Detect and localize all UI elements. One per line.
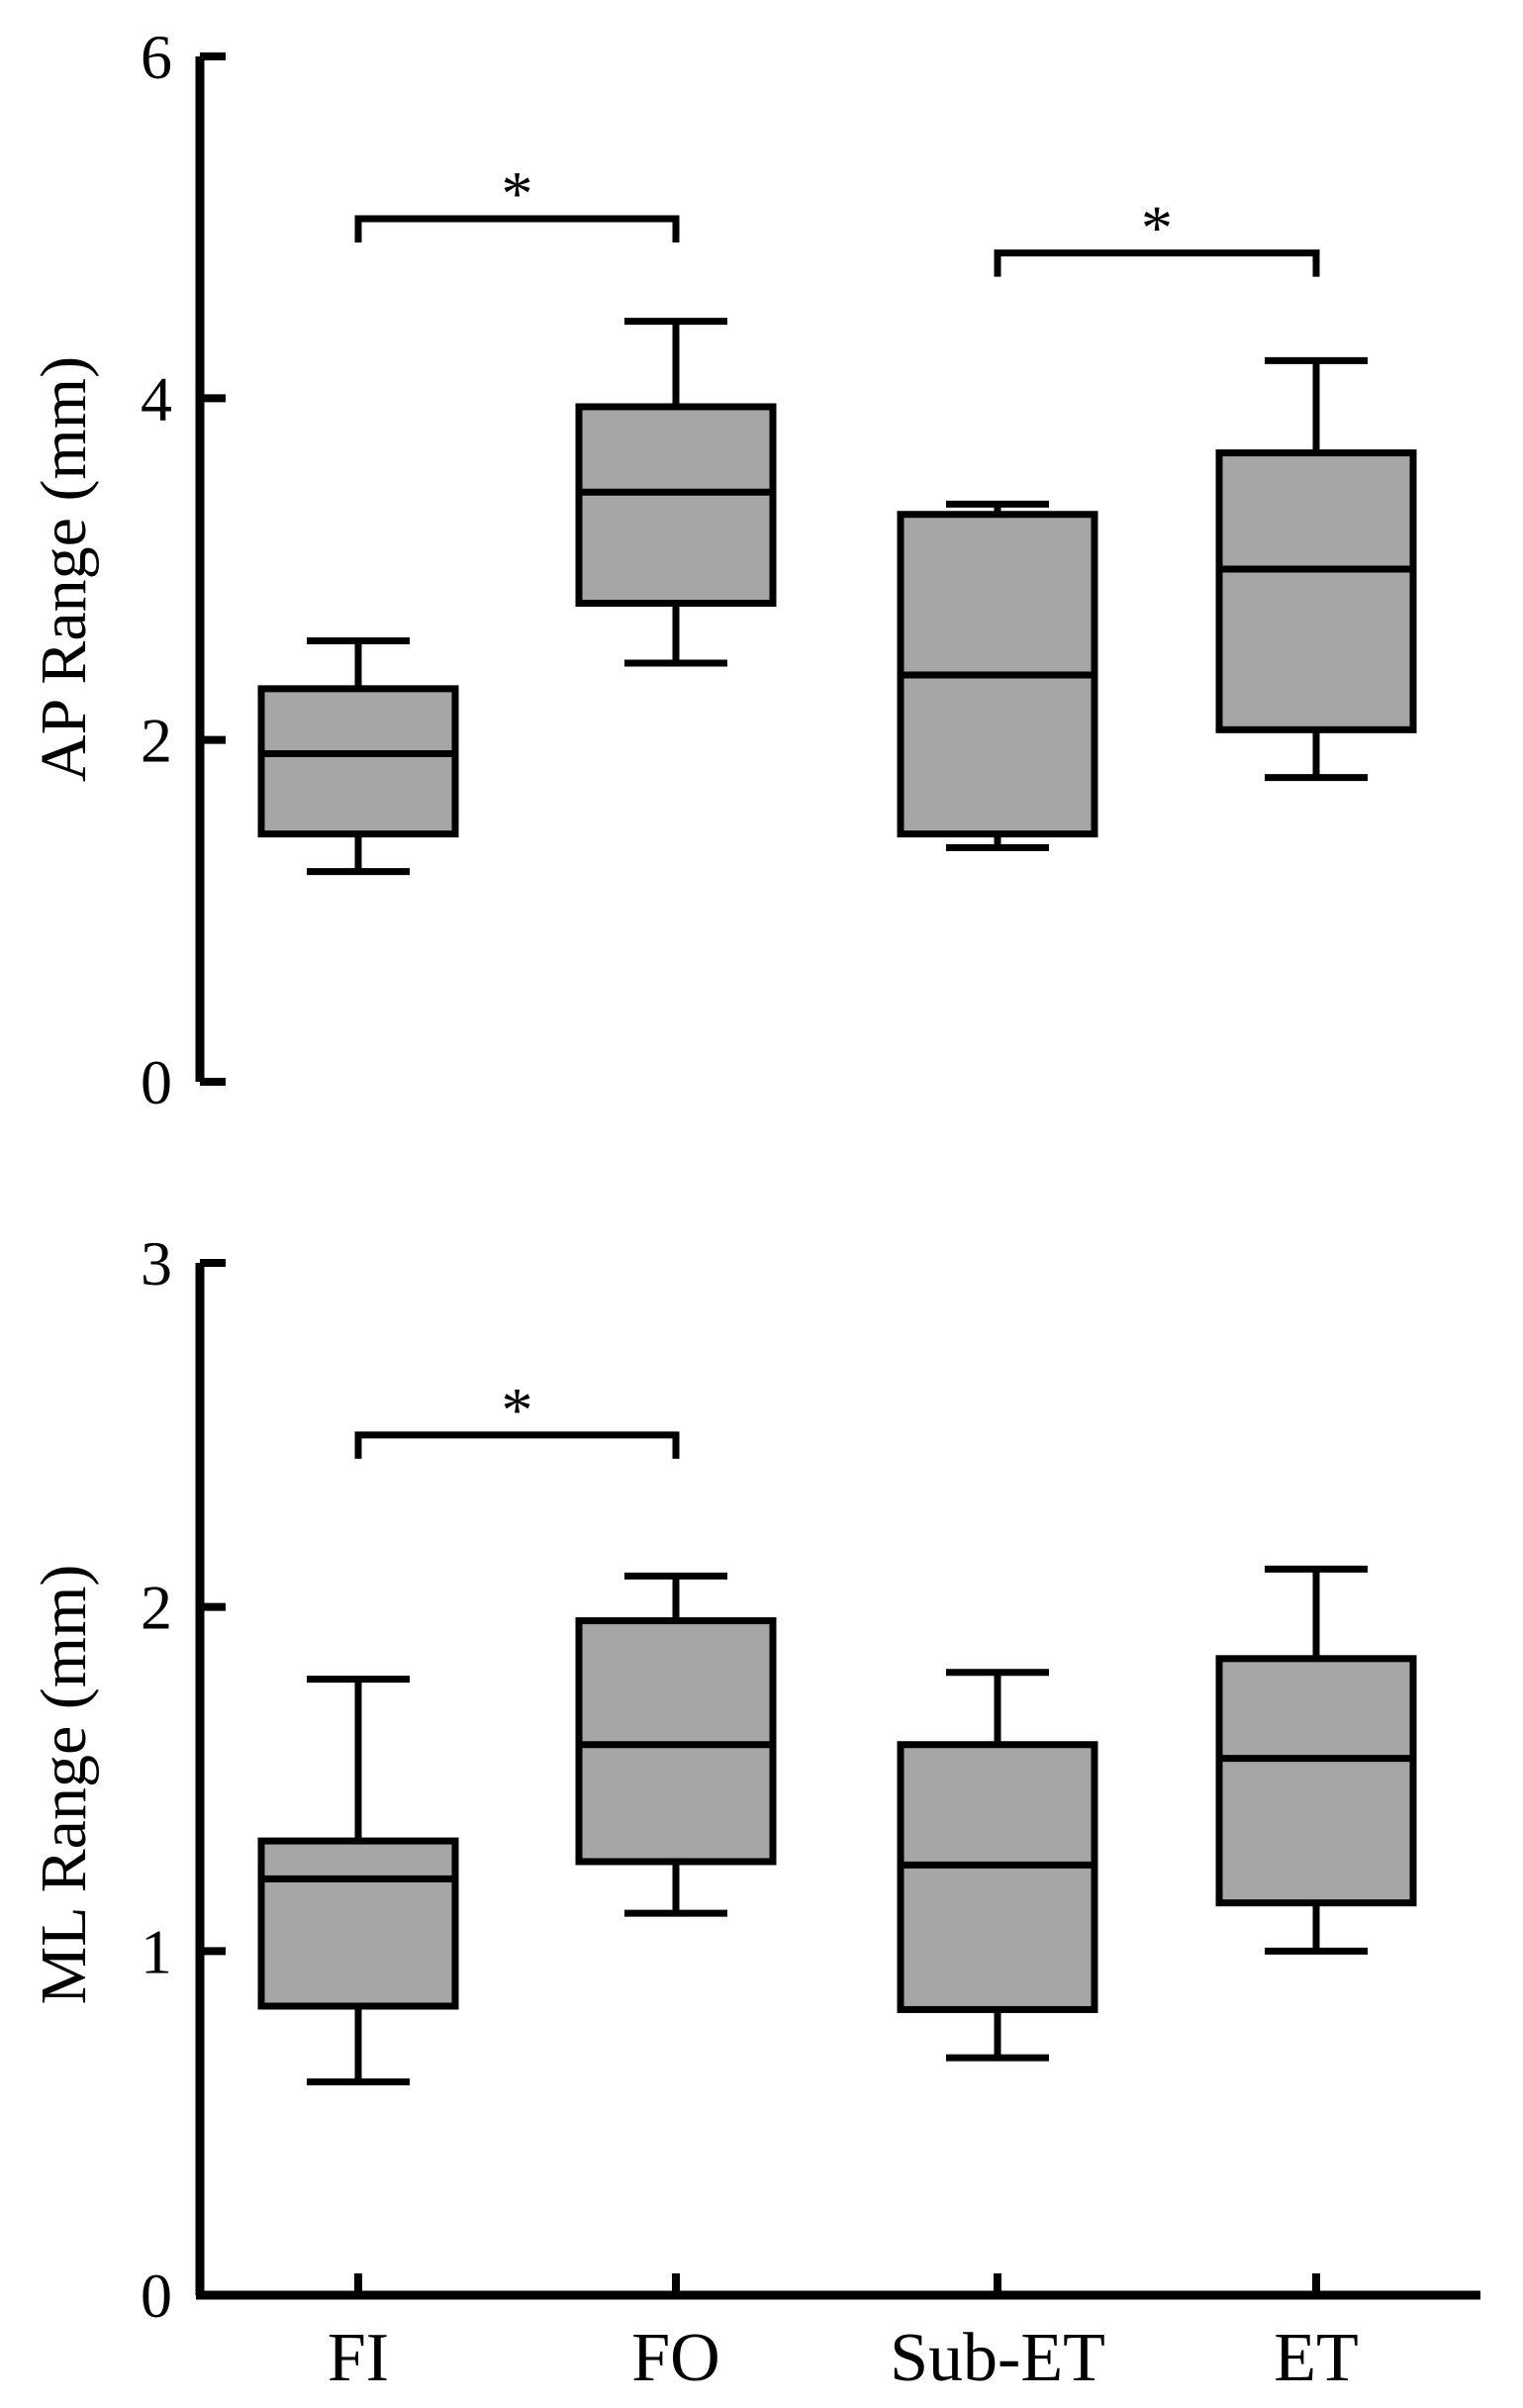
ap-box-fi: [257, 637, 459, 876]
ml-box-fo: [575, 1572, 777, 1917]
ap-box-sub-et: [897, 500, 1098, 851]
x-category-label: Sub-ET: [890, 2320, 1105, 2396]
bracket-line: [994, 249, 1320, 277]
iqr-box: [1215, 1655, 1417, 1907]
ml-y-tick-label: 1: [141, 1916, 172, 1986]
ap-range-panel: AP Range (mm) 0 2 4 6 * *: [28, 22, 1417, 1117]
x-category-label: FI: [328, 2320, 389, 2396]
x-category-label: ET: [1274, 2320, 1359, 2396]
significance-star: *: [502, 158, 533, 229]
ap-y-tick-label: 4: [141, 363, 172, 433]
iqr-box: [1215, 449, 1417, 733]
ap-y-tick-label: 2: [141, 706, 172, 776]
iqr-box: [257, 1837, 459, 2010]
ml-y-tick-label: 2: [141, 1573, 172, 1643]
ml-significance-bracket: *: [354, 1375, 680, 1459]
ap-box-fo: [575, 318, 777, 667]
iqr-box: [897, 1741, 1098, 2013]
ml-y-tick-label: 0: [141, 2261, 172, 2331]
ap-y-tick-label: 6: [141, 22, 172, 92]
ap-significance-bracket: *: [994, 193, 1320, 277]
ml-y-tick-label: 3: [141, 1228, 172, 1299]
ml-box-sub-et: [897, 1669, 1098, 2062]
ap-y-axis-title: AP Range (mm): [28, 356, 100, 782]
iqr-box: [257, 685, 459, 838]
ml-box-fi: [257, 1676, 459, 2085]
ml-range-panel: ML Range (mm) 0 1 2 3 FI FO Sub-ET ET *: [28, 1228, 1480, 2396]
ml-y-axis-title: ML Range (mm): [28, 1565, 100, 2005]
ap-box-et: [1215, 356, 1417, 782]
ap-y-tick-label: 0: [141, 1047, 172, 1117]
bracket-line: [354, 215, 680, 243]
significance-star: *: [1141, 193, 1173, 263]
ml-box-et: [1215, 1565, 1417, 1955]
significance-star: *: [502, 1375, 533, 1445]
ap-significance-bracket: *: [354, 158, 680, 243]
bracket-line: [354, 1431, 680, 1459]
x-category-label: FO: [631, 2320, 719, 2396]
iqr-box: [575, 403, 777, 608]
